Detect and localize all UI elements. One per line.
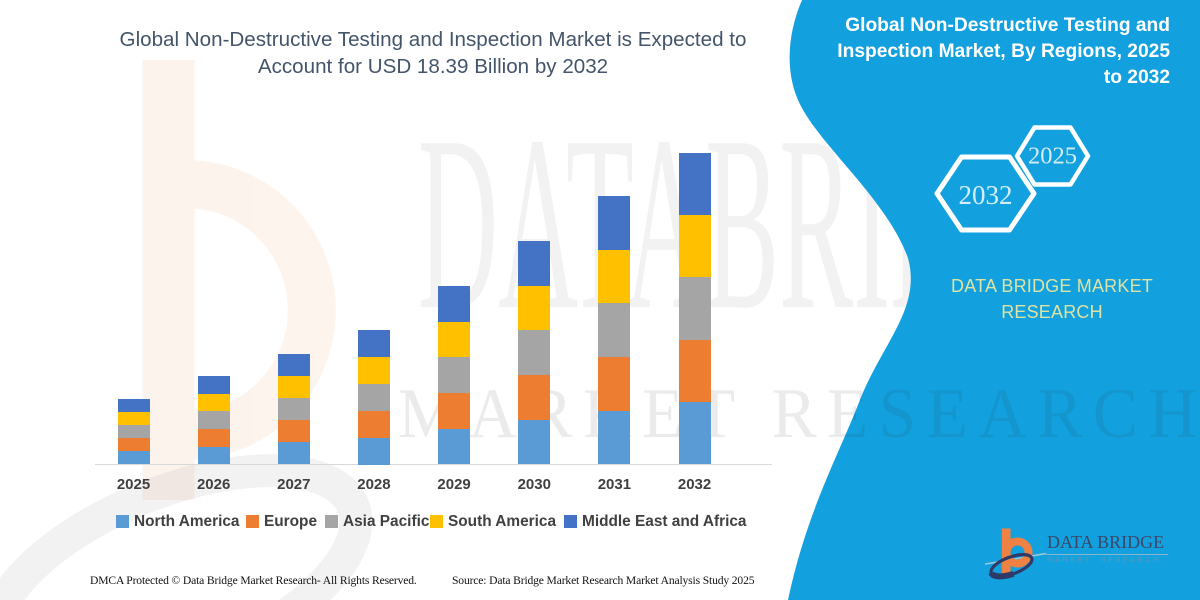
- svg-text:2032: 2032: [959, 180, 1013, 210]
- svg-text:2025: 2025: [1028, 143, 1077, 170]
